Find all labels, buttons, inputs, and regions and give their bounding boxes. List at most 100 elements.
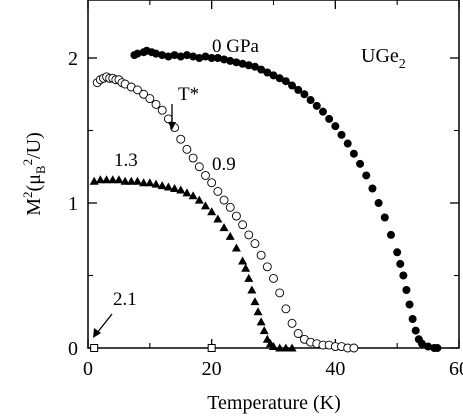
data-point [158, 51, 167, 60]
data-point [405, 300, 414, 309]
arrow-2-1-shaft [96, 313, 113, 334]
series-1-3 [89, 175, 297, 352]
arrow-2-1-head [93, 328, 101, 338]
data-point [164, 52, 173, 61]
data-point [396, 259, 405, 268]
data-point [294, 85, 303, 94]
data-point [253, 307, 263, 316]
data-point [343, 139, 352, 148]
y-axis-label-sq2: 2 [20, 159, 35, 166]
data-point [194, 195, 204, 204]
data-point [151, 179, 161, 188]
x-tick-label: 40 [325, 358, 345, 380]
data-point [139, 178, 149, 187]
annotation-tstar: T* [178, 84, 199, 105]
data-point [238, 256, 248, 265]
y-axis-label-close: /U) [23, 132, 45, 159]
annotation-0gpa: 0 GPa [212, 36, 260, 57]
data-point [102, 175, 112, 184]
data-point [182, 51, 191, 60]
data-point [176, 52, 185, 61]
data-point [231, 211, 241, 221]
data-point [213, 214, 223, 223]
data-point [238, 59, 247, 68]
data-point [241, 263, 251, 272]
y-axis-label-open: (μ [23, 174, 45, 191]
y-tick-label: 2 [68, 48, 78, 70]
data-point [257, 65, 266, 74]
data-point [362, 171, 371, 180]
data-point [349, 149, 358, 158]
data-point [386, 230, 395, 239]
data-point [182, 144, 192, 154]
data-point [145, 94, 155, 104]
data-point [281, 77, 290, 86]
data-point [244, 273, 254, 282]
data-point [114, 175, 124, 184]
x-axis-label: Temperature (K) [207, 392, 341, 414]
data-point [244, 230, 254, 240]
x-tick-label: 0 [83, 358, 93, 380]
data-point [213, 186, 223, 196]
data-point [213, 54, 222, 62]
data-point [207, 178, 217, 188]
data-point [90, 344, 99, 352]
annotation-ugee-main: UGe [361, 45, 399, 67]
data-point [152, 49, 161, 58]
data-point [393, 248, 402, 257]
data-point [238, 220, 248, 230]
data-point [157, 105, 167, 115]
data-point [417, 339, 426, 348]
data-point [157, 181, 167, 190]
data-point [247, 285, 257, 294]
data-point [287, 318, 297, 328]
data-point [287, 343, 297, 352]
data-point [262, 262, 272, 272]
data-point [250, 62, 259, 71]
data-point [207, 54, 216, 62]
data-point [380, 213, 389, 222]
plot-area: 0 20 40 60 0 1 2 [68, 0, 463, 380]
data-point [225, 202, 235, 212]
data-point [411, 326, 420, 335]
data-point [226, 56, 235, 65]
data-point [232, 58, 241, 67]
annotation-1-3: 1.3 [114, 150, 138, 171]
y-tick-label: 1 [68, 193, 78, 215]
data-point [201, 52, 210, 61]
tstar-arrow-head [168, 122, 176, 130]
data-point [275, 288, 285, 298]
data-point [269, 71, 278, 80]
data-point [402, 286, 411, 294]
data-point [399, 271, 408, 280]
data-point [189, 52, 198, 61]
data-point [170, 51, 179, 60]
data-point [259, 326, 269, 335]
data-point [95, 175, 105, 184]
data-point [163, 114, 173, 124]
data-point [151, 99, 161, 109]
data-point [126, 176, 136, 185]
data-point [133, 49, 142, 58]
data-point [281, 343, 291, 352]
data-point [269, 273, 278, 283]
data-point [195, 54, 204, 62]
data-point [331, 122, 340, 131]
data-point [244, 61, 253, 70]
annotation-ugee: UGe2 [361, 45, 406, 72]
annotation-0-9: 0.9 [212, 154, 236, 175]
data-point [207, 344, 216, 352]
data-point [275, 74, 284, 83]
data-point [374, 199, 383, 207]
data-point [275, 343, 285, 352]
series-2-1 [90, 344, 216, 352]
data-point [219, 195, 229, 205]
x-tick-label: 20 [202, 358, 222, 380]
data-point [194, 162, 204, 172]
data-point [250, 239, 260, 249]
data-point [176, 134, 186, 144]
data-point [408, 315, 417, 323]
y-axis-label-sq: 2 [20, 191, 35, 198]
data-point [200, 201, 210, 210]
